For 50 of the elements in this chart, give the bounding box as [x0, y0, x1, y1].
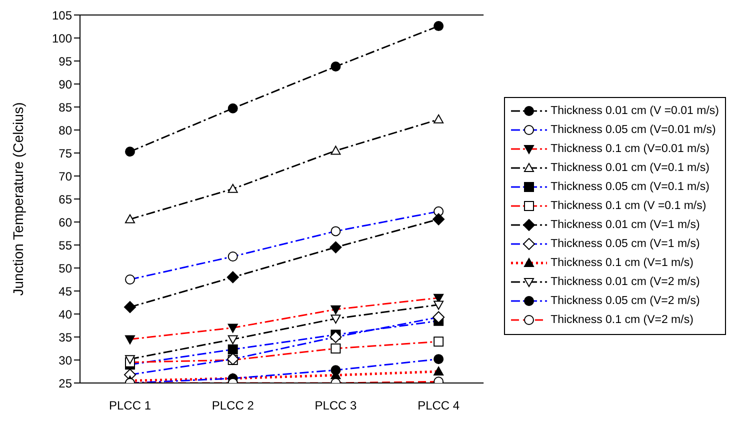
legend-label: Thickness 0.01 cm (V=0.1 m/s)	[550, 162, 710, 174]
legend-label: Thickness 0.01 cm (V=1 m/s)	[550, 219, 700, 231]
y-tick-label: 85	[58, 100, 72, 114]
y-tick-label: 100	[52, 31, 72, 46]
y-tick-label: 80	[58, 123, 72, 138]
y-tick-label: 60	[58, 215, 72, 230]
x-tick-label: PLCC 4	[418, 398, 460, 413]
y-tick-label: 40	[58, 307, 72, 322]
point	[228, 335, 238, 344]
y-tick-label: 25	[58, 376, 72, 390]
point	[330, 241, 342, 254]
legend-label: Thickness 0.1 cm (V =0.1 m/s)	[550, 200, 706, 212]
y-tick-label: 50	[58, 261, 72, 276]
point	[228, 103, 238, 114]
x-tick-label: PLCC 1	[108, 398, 152, 413]
x-tick-label: PLCC 2	[212, 398, 254, 413]
legend-label: Thickness 0.01 cm (V=2 m/s)	[550, 276, 700, 288]
legend-label: Thickness 0.05 cm (V=2 m/s)	[550, 295, 700, 307]
legend-label: Thickness 0.1 cm (V=1 m/s)	[550, 257, 694, 269]
y-tick-label: 45	[58, 284, 72, 298]
point	[330, 146, 341, 155]
point	[432, 213, 445, 226]
legend-label: Thickness 0.05 cm (V=0.1 m/s)	[550, 181, 710, 193]
y-tick-label: 95	[58, 54, 72, 68]
y-tick-label: 70	[58, 169, 72, 184]
y-tick-label: 30	[58, 353, 72, 368]
point	[125, 355, 135, 364]
point	[434, 21, 444, 32]
y-tick-label: 90	[58, 77, 72, 92]
y-tick-label: 75	[58, 146, 72, 160]
point	[125, 214, 135, 224]
y-tick-label: 65	[58, 192, 72, 206]
point	[228, 184, 238, 193]
point	[330, 62, 341, 72]
legend-label: Thickness 0.1 cm (V=0.01 m/s)	[550, 143, 710, 155]
point	[124, 301, 136, 314]
legend-label: Thickness 0.01 cm (V =0.01 m/s)	[550, 105, 719, 117]
point	[434, 114, 444, 124]
point	[434, 300, 444, 310]
y-axis-title: Junction Temperature (Celcius)	[10, 102, 26, 296]
legend-label: Thickness 0.05 cm (V=1 m/s)	[550, 238, 700, 250]
x-tick-label: PLCC 3	[314, 398, 358, 413]
y-tick-label: 55	[58, 238, 72, 252]
point	[125, 146, 135, 157]
y-tick-label: 105	[52, 8, 72, 22]
legend-label: Thickness 0.1 cm (V=2 m/s)	[550, 314, 694, 326]
legend-label: Thickness 0.05 cm (V=0.01 m/s)	[550, 124, 716, 136]
point	[330, 314, 341, 324]
point	[226, 271, 239, 284]
y-tick-label: 35	[58, 330, 72, 344]
